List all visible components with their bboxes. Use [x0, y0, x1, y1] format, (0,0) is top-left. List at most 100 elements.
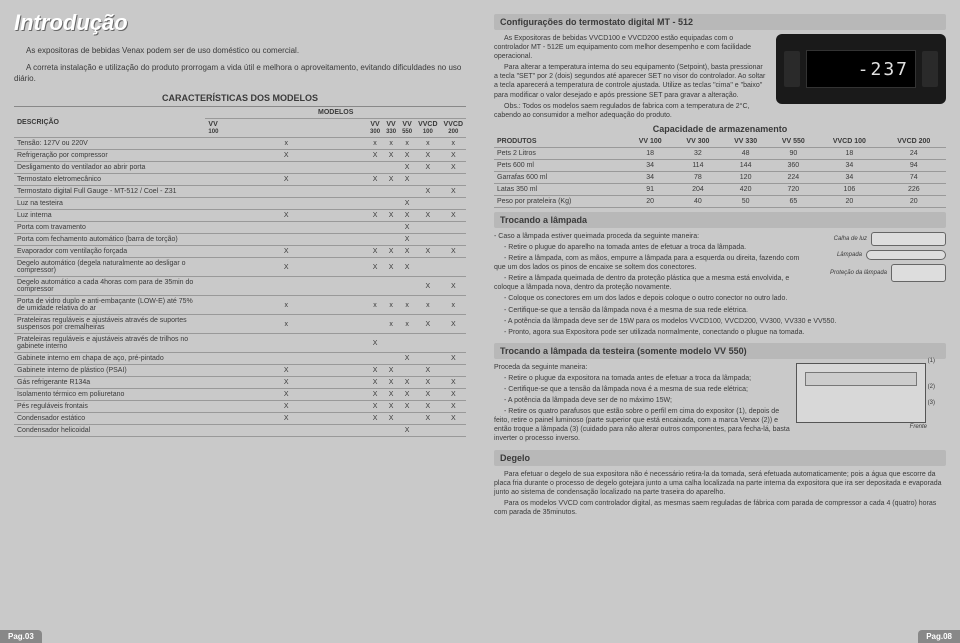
thermostat-button-right [922, 51, 938, 87]
row-cell: X [441, 186, 466, 198]
intro-text-1: As expositoras de bebidas Venax podem se… [14, 46, 466, 57]
row-cell: X [205, 150, 367, 162]
model-col-header: VVCD200 [441, 119, 466, 138]
row-cell: X [415, 389, 440, 401]
row-cell [383, 353, 399, 365]
row-description: Prateleiras reguláveis e ajustáveis atra… [14, 334, 205, 353]
cap-row-cell: 50 [722, 195, 770, 207]
row-cell [367, 162, 383, 174]
row-cell: X [399, 222, 415, 234]
row-cell: x [383, 315, 399, 334]
row-cell: X [367, 389, 383, 401]
cap-row-label: Latas 350 ml [494, 183, 626, 195]
row-cell: X [399, 353, 415, 365]
row-description: Gás refrigerante R134a [14, 377, 205, 389]
row-description: Condensador estático [14, 413, 205, 425]
deg-p1: Para efetuar o degelo de sua expositora … [494, 470, 946, 497]
callout-2: (2) [928, 384, 935, 390]
row-cell: X [415, 210, 440, 222]
cap-row-cell: 32 [674, 147, 722, 159]
row-description: Luz interna [14, 210, 205, 222]
row-cell [205, 186, 367, 198]
row-cell [205, 198, 367, 210]
row-cell: X [367, 401, 383, 413]
row-cell: x [367, 138, 383, 150]
cap-row-cell: 48 [722, 147, 770, 159]
cap-col-header: VV 330 [722, 136, 770, 148]
cap-row-cell: 18 [626, 147, 674, 159]
row-cell: X [399, 258, 415, 277]
row-cell [383, 162, 399, 174]
model-col-header: VVCD100 [415, 119, 440, 138]
row-cell: X [441, 315, 466, 334]
row-cell: X [399, 162, 415, 174]
cap-row-label: Peso por prateleira (Kg) [494, 195, 626, 207]
table-row: Tensão: 127V ou 220Vxxxxxx [14, 138, 466, 150]
row-cell: X [399, 246, 415, 258]
row-cell [441, 174, 466, 186]
row-description: Prateleiras reguláveis e ajustáveis atra… [14, 315, 205, 334]
row-cell: X [441, 353, 466, 365]
row-cell [399, 334, 415, 353]
cap-row-cell: 420 [722, 183, 770, 195]
row-cell [367, 198, 383, 210]
cap-row-cell: 106 [817, 183, 881, 195]
table-row: Refrigeração por compressorXXXXXX [14, 150, 466, 162]
row-cell [441, 334, 466, 353]
row-cell: X [383, 365, 399, 377]
row-cell [367, 277, 383, 296]
row-cell: X [399, 198, 415, 210]
intro-text-2: A correta instalação e utilização do pro… [14, 63, 466, 85]
row-cell: X [367, 246, 383, 258]
cap-col-header: VV 550 [769, 136, 817, 148]
cap-row-cell: 360 [769, 159, 817, 171]
table-head: DESCRIÇÃO MODELOS VV100VV300VV330VV550VV… [14, 107, 466, 138]
row-cell: X [205, 174, 367, 186]
row-cell [367, 222, 383, 234]
row-description: Degelo automático a cada 4horas com para… [14, 277, 205, 296]
row-cell: X [205, 258, 367, 277]
row-cell [415, 353, 440, 365]
table-row: Luz na testeiraX [14, 198, 466, 210]
cap-row-cell: 720 [769, 183, 817, 195]
callout-1: (1) [928, 358, 935, 364]
row-description: Evaporador com ventilação forçada [14, 246, 205, 258]
table-row: Prateleiras reguláveis e ajustáveis atra… [14, 334, 466, 353]
row-cell [205, 162, 367, 174]
model-col-header: VV550 [399, 119, 415, 138]
table-row: Prateleiras reguláveis e ajustáveis atra… [14, 315, 466, 334]
models-col-header: MODELOS [205, 107, 466, 119]
row-cell: x [399, 315, 415, 334]
row-description: Isolamento térmico em poliuretano [14, 389, 205, 401]
row-cell: X [383, 258, 399, 277]
section-lamp: Trocando a lâmpada [494, 212, 946, 228]
row-cell: X [383, 210, 399, 222]
row-cell: X [205, 246, 367, 258]
row-cell: X [367, 174, 383, 186]
testeira-box-icon: (1) (2) (3) Frente [796, 363, 926, 423]
row-cell: X [399, 150, 415, 162]
cap-col-header: PRODUTOS [494, 136, 626, 148]
row-cell: X [367, 377, 383, 389]
row-cell [383, 186, 399, 198]
row-cell: X [399, 425, 415, 437]
thermo-p3: Obs.: Todos os modelos saem regulados de… [494, 102, 946, 120]
row-cell: X [383, 413, 399, 425]
row-cell: X [205, 389, 367, 401]
testeira-figure: (1) (2) (3) Frente [796, 363, 946, 423]
page-number-left: Pag.03 [0, 630, 42, 643]
row-cell [367, 315, 383, 334]
row-description: Termostato eletromecânico [14, 174, 205, 186]
cap-row-cell: 20 [817, 195, 881, 207]
table-row: Luz internaXXXXXX [14, 210, 466, 222]
table-row: Degelo automático a cada 4horas com para… [14, 277, 466, 296]
row-cell: X [441, 401, 466, 413]
lamp-label-calha: Calha de luz [806, 236, 871, 242]
row-cell [441, 365, 466, 377]
model-col-header: VV330 [383, 119, 399, 138]
row-cell [415, 234, 440, 246]
row-cell [383, 198, 399, 210]
row-cell [383, 425, 399, 437]
row-cell: X [441, 246, 466, 258]
cap-row-cell: 65 [769, 195, 817, 207]
